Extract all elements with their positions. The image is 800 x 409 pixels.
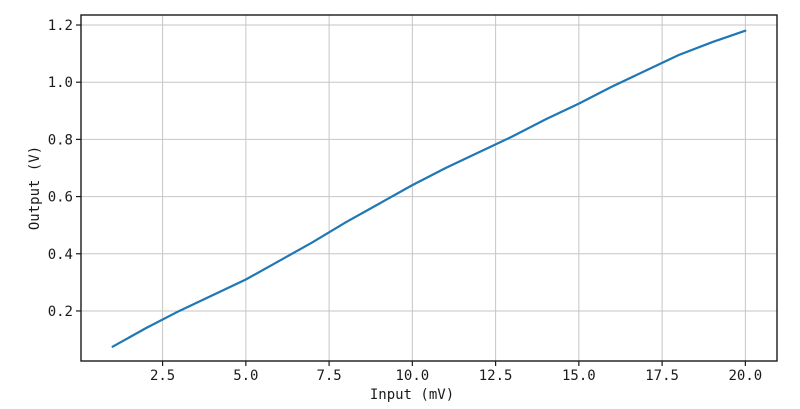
y-tick-label: 0.6 [48,190,73,206]
y-tick-label: 1.0 [48,75,73,91]
x-tick-label: 2.5 [150,368,175,384]
y-tick-label: 0.2 [48,304,73,320]
x-tick-label: 5.0 [233,368,258,384]
x-tick-label: 12.5 [479,368,513,384]
x-axis-label: Input (mV) [370,387,454,403]
x-tick-label: 15.0 [562,368,596,384]
x-tick-label: 7.5 [316,368,341,384]
x-tick-label: 10.0 [395,368,429,384]
y-axis-label: Output (V) [27,146,43,230]
x-tick-label: 17.5 [645,368,679,384]
data-line-output-curve [111,29,747,348]
y-tick-label: 1.2 [48,18,73,34]
axes-spines [80,14,778,362]
y-tick-label: 0.8 [48,132,73,148]
x-tick-label: 20.0 [729,368,763,384]
y-tick-label: 0.4 [48,247,73,263]
